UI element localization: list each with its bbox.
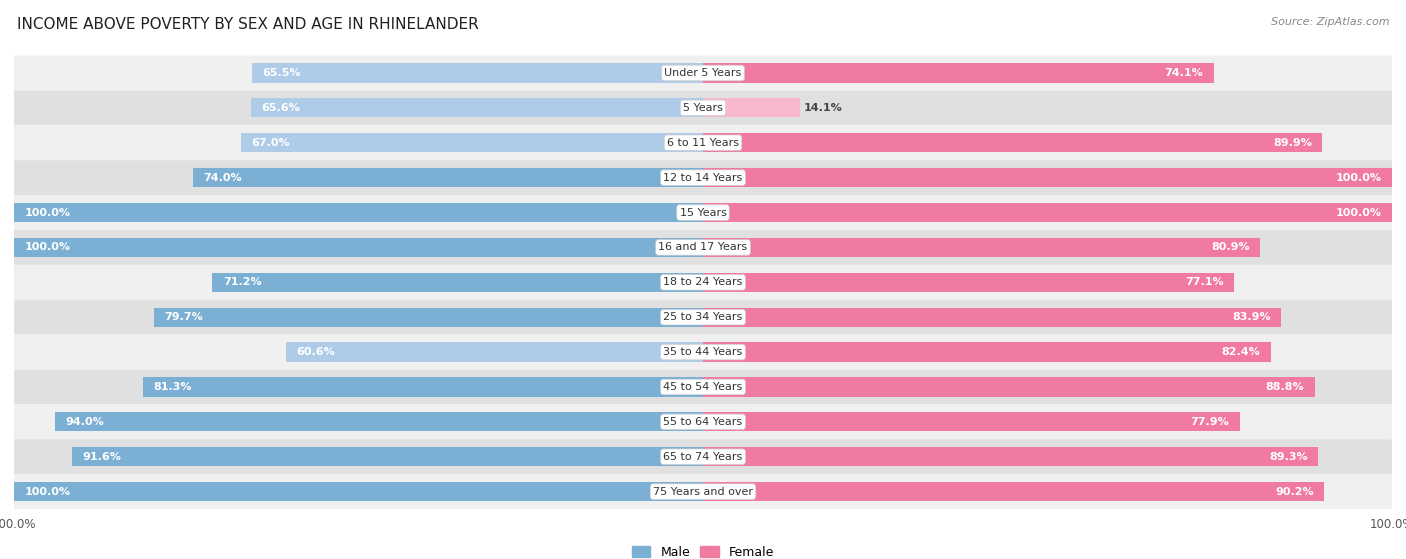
Bar bbox=[703, 412, 1240, 432]
Text: 45 to 54 Years: 45 to 54 Years bbox=[664, 382, 742, 392]
Bar bbox=[285, 343, 703, 362]
FancyBboxPatch shape bbox=[14, 474, 1392, 509]
Text: 65.5%: 65.5% bbox=[262, 68, 301, 78]
Bar bbox=[14, 482, 703, 501]
Text: 16 and 17 Years: 16 and 17 Years bbox=[658, 243, 748, 253]
Text: 100.0%: 100.0% bbox=[24, 486, 70, 496]
Text: 12 to 14 Years: 12 to 14 Years bbox=[664, 173, 742, 183]
Text: 60.6%: 60.6% bbox=[295, 347, 335, 357]
Text: 91.6%: 91.6% bbox=[83, 452, 121, 462]
Text: 75 Years and over: 75 Years and over bbox=[652, 486, 754, 496]
Text: 25 to 34 Years: 25 to 34 Years bbox=[664, 312, 742, 322]
Bar bbox=[703, 238, 1260, 257]
FancyBboxPatch shape bbox=[14, 55, 1392, 91]
Legend: Male, Female: Male, Female bbox=[627, 541, 779, 559]
Bar bbox=[703, 307, 1281, 327]
Bar bbox=[703, 447, 1319, 466]
Text: 74.0%: 74.0% bbox=[204, 173, 242, 183]
Text: 65.6%: 65.6% bbox=[262, 103, 299, 113]
Bar bbox=[143, 377, 703, 396]
Text: 18 to 24 Years: 18 to 24 Years bbox=[664, 277, 742, 287]
Bar bbox=[55, 412, 703, 432]
Text: 5 Years: 5 Years bbox=[683, 103, 723, 113]
Text: 6 to 11 Years: 6 to 11 Years bbox=[666, 138, 740, 148]
Text: 79.7%: 79.7% bbox=[165, 312, 202, 322]
FancyBboxPatch shape bbox=[14, 300, 1392, 335]
Text: INCOME ABOVE POVERTY BY SEX AND AGE IN RHINELANDER: INCOME ABOVE POVERTY BY SEX AND AGE IN R… bbox=[17, 17, 478, 32]
Text: 89.3%: 89.3% bbox=[1270, 452, 1308, 462]
Text: 15 Years: 15 Years bbox=[679, 207, 727, 217]
Text: 90.2%: 90.2% bbox=[1275, 486, 1315, 496]
Bar bbox=[242, 133, 703, 153]
Text: 74.1%: 74.1% bbox=[1164, 68, 1204, 78]
FancyBboxPatch shape bbox=[14, 265, 1392, 300]
Bar bbox=[252, 98, 703, 117]
Text: 100.0%: 100.0% bbox=[0, 518, 37, 530]
FancyBboxPatch shape bbox=[14, 335, 1392, 369]
Bar bbox=[14, 203, 703, 222]
Text: 100.0%: 100.0% bbox=[1336, 207, 1382, 217]
FancyBboxPatch shape bbox=[14, 91, 1392, 125]
FancyBboxPatch shape bbox=[14, 230, 1392, 265]
Text: 77.9%: 77.9% bbox=[1191, 417, 1229, 427]
Text: 100.0%: 100.0% bbox=[1336, 173, 1382, 183]
Text: 89.9%: 89.9% bbox=[1274, 138, 1312, 148]
Text: 65 to 74 Years: 65 to 74 Years bbox=[664, 452, 742, 462]
Text: 80.9%: 80.9% bbox=[1212, 243, 1250, 253]
Text: 14.1%: 14.1% bbox=[804, 103, 842, 113]
Bar bbox=[14, 238, 703, 257]
Text: 77.1%: 77.1% bbox=[1185, 277, 1223, 287]
FancyBboxPatch shape bbox=[14, 439, 1392, 474]
FancyBboxPatch shape bbox=[14, 195, 1392, 230]
Text: 81.3%: 81.3% bbox=[153, 382, 191, 392]
Bar bbox=[703, 203, 1392, 222]
Text: 100.0%: 100.0% bbox=[24, 243, 70, 253]
Text: 100.0%: 100.0% bbox=[24, 207, 70, 217]
Text: Under 5 Years: Under 5 Years bbox=[665, 68, 741, 78]
Text: 71.2%: 71.2% bbox=[222, 277, 262, 287]
Bar bbox=[703, 168, 1392, 187]
Bar bbox=[703, 273, 1234, 292]
FancyBboxPatch shape bbox=[14, 160, 1392, 195]
Bar bbox=[193, 168, 703, 187]
Text: 83.9%: 83.9% bbox=[1232, 312, 1271, 322]
Text: 35 to 44 Years: 35 to 44 Years bbox=[664, 347, 742, 357]
Text: 94.0%: 94.0% bbox=[66, 417, 104, 427]
Text: 100.0%: 100.0% bbox=[1369, 518, 1406, 530]
Bar bbox=[72, 447, 703, 466]
Bar bbox=[703, 133, 1323, 153]
Text: 67.0%: 67.0% bbox=[252, 138, 291, 148]
FancyBboxPatch shape bbox=[14, 125, 1392, 160]
Bar bbox=[703, 482, 1324, 501]
Text: 88.8%: 88.8% bbox=[1265, 382, 1305, 392]
Bar bbox=[703, 63, 1213, 83]
Text: 55 to 64 Years: 55 to 64 Years bbox=[664, 417, 742, 427]
Bar bbox=[703, 343, 1271, 362]
Bar bbox=[153, 307, 703, 327]
FancyBboxPatch shape bbox=[14, 369, 1392, 404]
Bar bbox=[703, 377, 1315, 396]
Text: 82.4%: 82.4% bbox=[1222, 347, 1260, 357]
Bar bbox=[212, 273, 703, 292]
FancyBboxPatch shape bbox=[14, 404, 1392, 439]
Bar bbox=[252, 63, 703, 83]
Bar bbox=[703, 98, 800, 117]
Text: Source: ZipAtlas.com: Source: ZipAtlas.com bbox=[1271, 17, 1389, 27]
